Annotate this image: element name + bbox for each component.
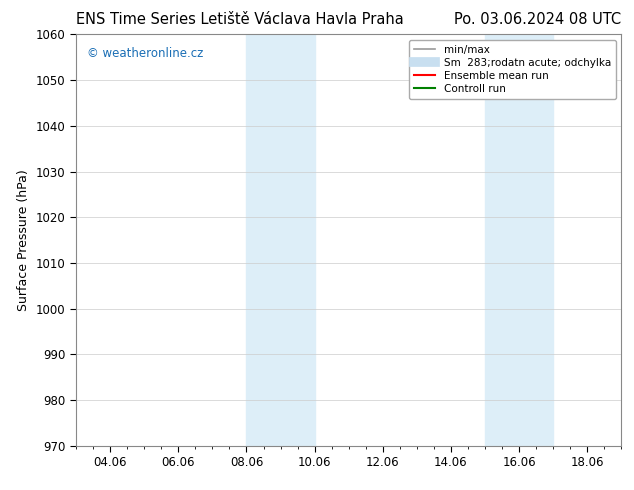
Bar bbox=[247, 34, 314, 446]
Y-axis label: Surface Pressure (hPa): Surface Pressure (hPa) bbox=[17, 169, 30, 311]
Title: ENS Time Series Letiště Václava Havla Praha    Po. 03.06.2024 08 UTC: ENS Time Series Letiště Václava Havla Pr… bbox=[0, 489, 1, 490]
Text: Po. 03.06.2024 08 UTC: Po. 03.06.2024 08 UTC bbox=[454, 12, 621, 27]
Bar bbox=[485, 34, 553, 446]
Legend: min/max, Sm  283;rodatn acute; odchylka, Ensemble mean run, Controll run: min/max, Sm 283;rodatn acute; odchylka, … bbox=[410, 40, 616, 99]
Text: ENS Time Series Letiště Václava Havla Praha: ENS Time Series Letiště Václava Havla Pr… bbox=[76, 12, 404, 27]
Text: © weatheronline.cz: © weatheronline.cz bbox=[87, 47, 204, 60]
